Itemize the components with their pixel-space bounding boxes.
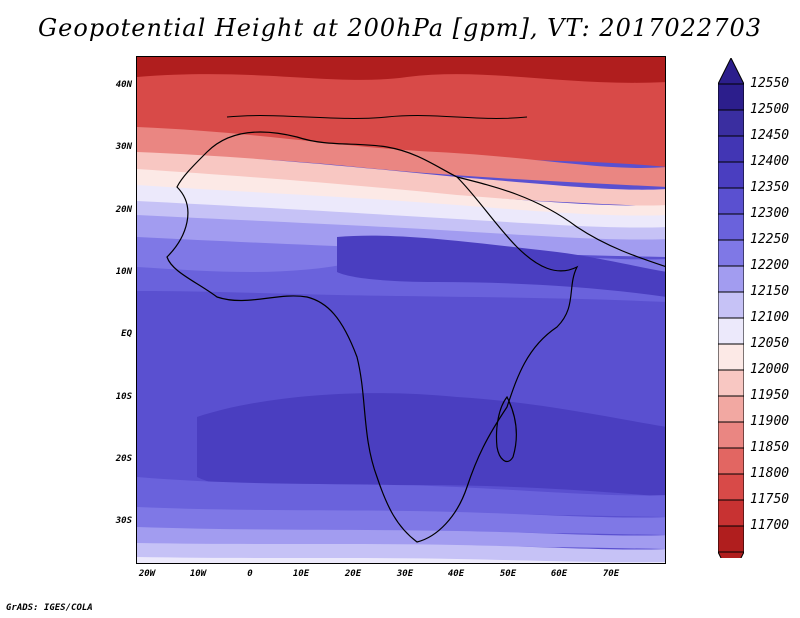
lon-label-50e: 50E [499,569,517,579]
lon-label-70e: 70E [602,569,620,579]
colorbar-label-12050: 12050 [750,336,790,351]
lat-label-20n: 20N [115,205,132,215]
colorbar-box [718,265,744,293]
colorbar-label-12300: 12300 [750,206,790,221]
field-band-south-3 [137,527,665,549]
field-band-south-dark [197,393,665,497]
field-band-south-5 [137,557,665,563]
colorbar-box [718,317,744,345]
colorbar-box [718,395,744,423]
colorbar-label-12500: 12500 [750,102,790,117]
lon-label-20e: 20E [344,569,362,579]
colorbar-box [718,213,744,241]
colorbar-box [718,135,744,163]
colorbar-label-12150: 12150 [750,284,790,299]
coastline-mediterranean [226,115,528,119]
field-band-north-7 [137,201,665,242]
colorbar-label-12400: 12400 [750,154,790,169]
colorbar-box [718,421,744,449]
coastline-africa [166,131,579,543]
colorbar-label-12200: 12200 [750,258,790,273]
colorbar-box [718,369,744,397]
colorbar-box [718,187,744,215]
colorbar-label-11750: 11750 [750,492,790,507]
coastline-madagascar [495,395,517,462]
lon-label-30e: 30E [396,569,414,579]
field-band-north-8 [137,215,665,257]
colorbar-label-12250: 12250 [750,232,790,247]
field-band-north-6 [137,185,665,229]
coastline-arabia [456,176,665,267]
colorbar-label-11700: 11700 [750,518,790,533]
lat-label-10s: 10S [115,392,132,402]
colorbar-box [718,109,744,137]
map-frame [136,56,666,564]
colorbar-label-12550: 12550 [750,76,790,91]
field-band-south-2 [137,507,665,535]
colorbar-label-12450: 12450 [750,128,790,143]
lat-label-20s: 20S [115,454,132,464]
lat-label-30n: 30N [115,142,132,152]
colorbar [718,58,744,558]
lon-label-0: 0 [247,569,253,579]
lon-label-60e: 60E [550,569,568,579]
field-band-north-5 [137,169,665,217]
field-band-north-4 [137,152,665,207]
lon-label-20w: 20W [138,569,156,579]
grads-credit: GrADS: IGES/COLA [6,603,93,613]
colorbar-label-12000: 12000 [750,362,790,377]
colorbar-label-11800: 11800 [750,466,790,481]
colorbar-label-12350: 12350 [750,180,790,195]
field-tropic-core [337,235,665,297]
colorbar-label-11850: 11850 [750,440,790,455]
lat-label-eq: EQ [121,329,132,339]
colorbar-label-11950: 11950 [750,388,790,403]
colorbar-box [718,161,744,189]
colorbar-box [718,525,744,553]
colorbar-box [718,291,744,319]
lat-label-40n: 40N [115,80,132,90]
colorbar-bottom-arrow [718,551,744,558]
lon-label-40e: 40E [447,569,465,579]
colorbar-boxes [718,58,744,558]
colorbar-box [718,83,744,111]
field-band-south-1 [137,477,665,517]
field-band-north-3 [137,127,665,187]
chart-title: Geopotential Height at 200hPa [gpm], VT:… [38,14,762,42]
colorbar-label-12100: 12100 [750,310,790,325]
colorbar-box [718,473,744,501]
lat-label-30s: 30S [115,516,132,526]
lat-label-10n: 10N [115,267,132,277]
colorbar-box [718,499,744,527]
colorbar-label-11900: 11900 [750,414,790,429]
colorbar-box [718,343,744,371]
colorbar-box [718,239,744,267]
lon-label-10w: 10W [189,569,207,579]
colorbar-top-arrow [718,58,744,85]
colorbar-box [718,447,744,475]
geopotential-map [137,57,665,563]
lon-label-10e: 10E [292,569,310,579]
